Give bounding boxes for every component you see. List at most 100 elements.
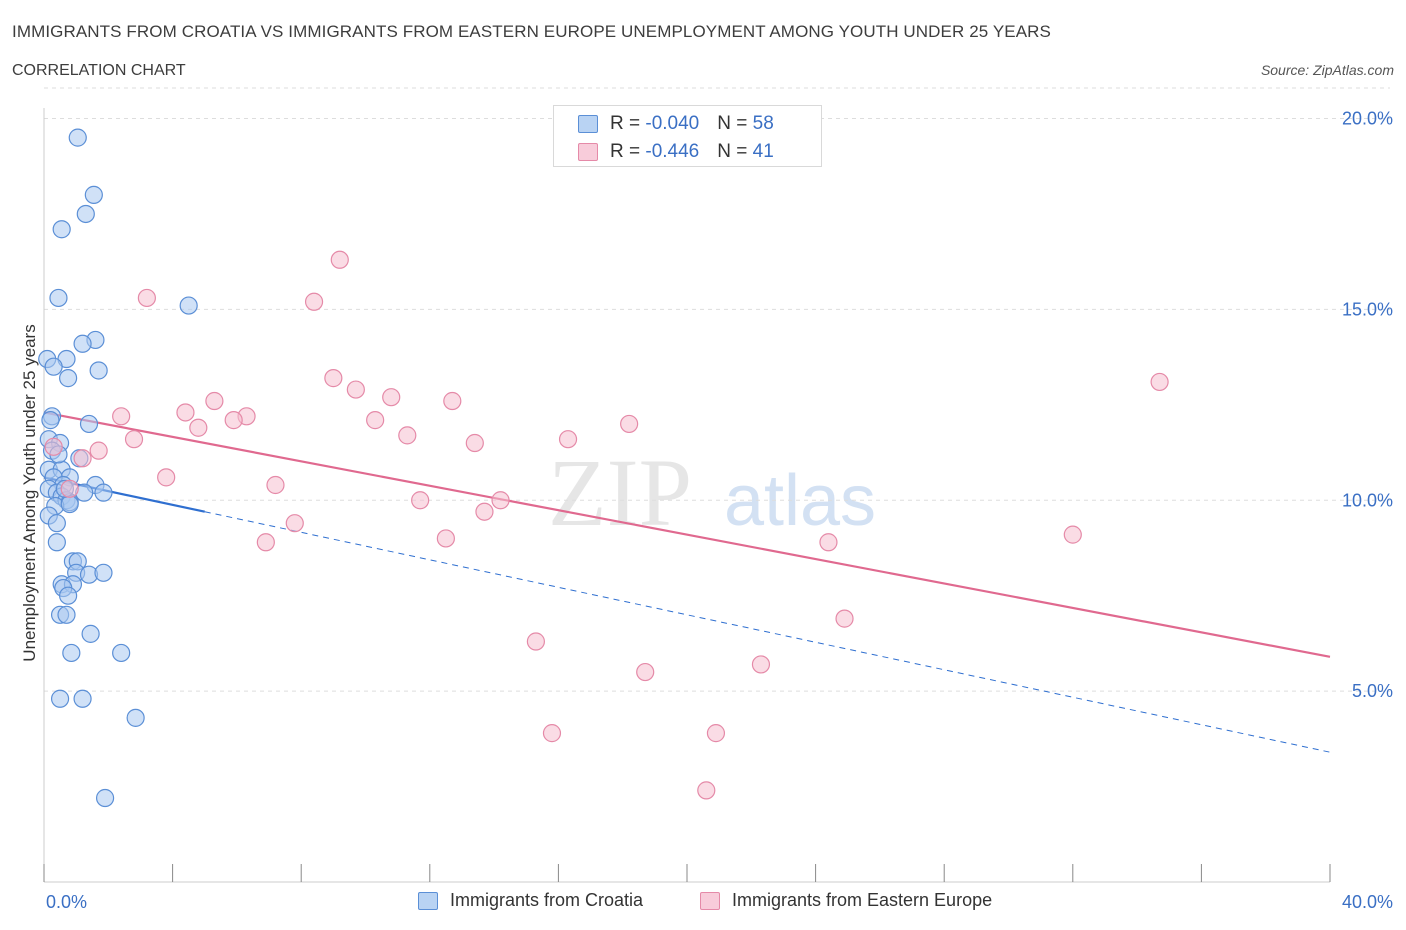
n-label-2: N =	[717, 141, 753, 162]
eastern-europe-point-30	[436, 529, 455, 548]
legend-swatch-pink	[578, 143, 598, 161]
eastern-europe-point-2	[304, 292, 324, 311]
croatia-trendline-extrapolated	[204, 511, 1331, 753]
r-value-2: -0.446	[645, 141, 700, 162]
tick-labels: 5.0% 10.0% 15.0% 20.0% 0.0% 40.0%	[46, 109, 1393, 912]
croatia-point-0	[68, 128, 87, 147]
eastern-europe-point-20	[89, 441, 108, 460]
eastern-europe-point-29	[256, 533, 275, 552]
croatia-point-47	[57, 605, 76, 624]
eastern-europe-point-35	[526, 632, 545, 651]
eastern-europe-point-4	[346, 380, 365, 399]
n-value-2: 41	[752, 141, 774, 162]
croatia-point-56	[41, 411, 60, 430]
x-tick-label-min: 0.0%	[46, 892, 87, 912]
eastern-europe-point-11	[224, 411, 243, 430]
eastern-europe-point-34	[835, 609, 854, 628]
croatia-point-11	[89, 361, 108, 380]
bottom-legend-swatch-blue	[418, 891, 438, 910]
y-tick-label: 20.0%	[1342, 109, 1393, 129]
legend-row-croatia: R = -0.040 N = 58	[578, 112, 774, 136]
eastern-europe-point-17	[558, 430, 578, 449]
croatia-point-10	[44, 357, 63, 376]
data-points	[38, 128, 1169, 808]
eastern-europe-point-13	[189, 418, 208, 437]
eastern-europe-point-24	[60, 479, 79, 498]
r-label-2: R =	[610, 141, 646, 162]
croatia-point-48	[81, 624, 100, 643]
eastern-europe-point-15	[124, 430, 144, 449]
eastern-europe-point-31	[819, 533, 838, 552]
eastern-europe-trendline	[43, 411, 1331, 658]
r-value-1: -0.040	[645, 113, 700, 134]
legend-row-eastern-europe: R = -0.446 N = 41	[578, 140, 774, 164]
eastern-europe-point-6	[443, 391, 462, 411]
eastern-europe-point-5	[382, 388, 401, 407]
croatia-point-41	[94, 563, 113, 582]
chart-subtitle: CORRELATION CHART	[12, 62, 186, 79]
bottom-legend-swatch-pink	[700, 891, 720, 910]
bottom-legend-croatia: Immigrants from Croatia	[418, 890, 643, 911]
eastern-europe-point-32	[1063, 525, 1082, 544]
eastern-europe-point-16	[398, 426, 417, 445]
croatia-point-14	[79, 414, 99, 434]
eastern-europe-point-12	[366, 411, 385, 430]
croatia-point-35	[47, 514, 66, 533]
watermark-zip: ZIP	[548, 439, 692, 546]
croatia-point-53	[126, 708, 145, 727]
croatia-point-5	[179, 296, 198, 315]
y-tick-label: 15.0%	[1342, 299, 1393, 319]
croatia-point-36	[47, 533, 66, 552]
eastern-europe-point-40	[697, 781, 716, 800]
croatia-point-45	[59, 586, 78, 605]
eastern-europe-point-18	[465, 433, 484, 453]
croatia-point-28	[94, 483, 113, 502]
croatia-point-33	[60, 494, 79, 514]
eastern-europe-point-25	[411, 491, 430, 510]
croatia-point-49	[62, 643, 81, 663]
eastern-europe-point-36	[636, 662, 655, 682]
chart-title: IMMIGRANTS FROM CROATIA VS IMMIGRANTS FR…	[12, 22, 1051, 41]
bottom-legend-label-croatia: Immigrants from Croatia	[450, 890, 644, 910]
croatia-point-54	[95, 788, 115, 808]
n-value-1: 58	[752, 113, 774, 134]
eastern-europe-point-1	[137, 288, 156, 308]
croatia-point-4	[49, 288, 68, 308]
correlation-legend: R = -0.040 N = 58 R = -0.446 N = 41	[553, 105, 822, 167]
legend-swatch-blue	[578, 115, 598, 133]
y-tick-label: 10.0%	[1342, 490, 1393, 510]
bottom-legend-label-eastern-europe: Immigrants from Eastern Europe	[732, 890, 993, 910]
croatia-point-52	[73, 689, 92, 708]
eastern-europe-point-19	[44, 437, 63, 456]
eastern-europe-point-0	[330, 250, 349, 269]
watermark-atlas: atlas	[724, 461, 876, 541]
croatia-point-3	[52, 220, 71, 239]
eastern-europe-point-7	[205, 391, 224, 411]
eastern-europe-point-27	[475, 502, 494, 521]
croatia-point-50	[112, 643, 131, 663]
eastern-europe-point-33	[1150, 372, 1169, 392]
x-tick-label-max: 40.0%	[1342, 892, 1393, 912]
eastern-europe-point-14	[620, 414, 639, 434]
eastern-europe-point-22	[157, 468, 176, 487]
eastern-europe-point-3	[324, 369, 343, 388]
bottom-legend-eastern-europe: Immigrants from Eastern Europe	[700, 890, 992, 911]
eastern-europe-point-37	[751, 655, 771, 674]
grid-lines	[44, 87, 1390, 692]
y-tick-label: 5.0%	[1352, 681, 1393, 701]
source-credit: Source: ZipAtlas.com	[1260, 62, 1394, 78]
eastern-europe-point-26	[491, 491, 510, 510]
croatia-point-7	[73, 334, 92, 353]
eastern-europe-point-23	[266, 475, 285, 495]
eastern-europe-point-39	[706, 724, 726, 743]
croatia-point-12	[59, 369, 78, 388]
eastern-europe-point-9	[112, 407, 131, 426]
eastern-europe-point-8	[176, 403, 195, 422]
eastern-europe-point-38	[542, 724, 562, 743]
r-label-1: R =	[610, 113, 646, 134]
y-axis-label: Unemployment Among Youth under 25 years	[20, 324, 39, 661]
eastern-europe-point-28	[285, 514, 304, 533]
croatia-point-2	[76, 204, 95, 224]
watermark: ZIP atlas	[548, 439, 876, 546]
